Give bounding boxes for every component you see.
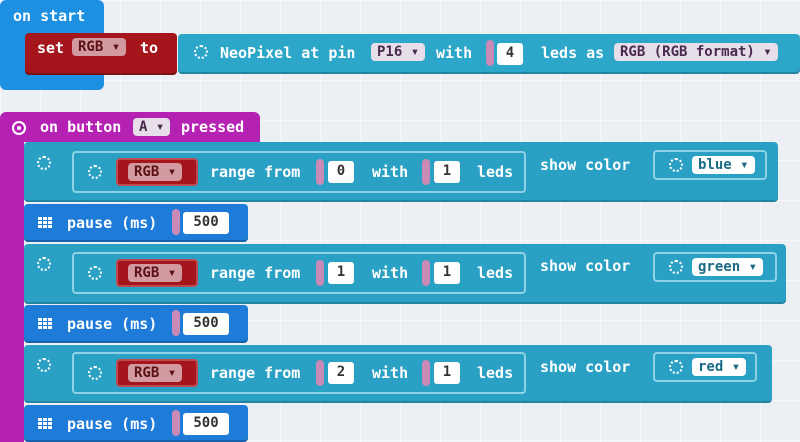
loading-spinner-icon xyxy=(37,257,51,271)
loading-spinner-icon xyxy=(88,366,102,380)
on-button-pressed-block[interactable] xyxy=(0,112,260,142)
chevron-down-icon: ▾ xyxy=(155,119,165,135)
input-notch xyxy=(172,410,180,436)
grid-icon xyxy=(38,318,52,330)
color-value: red xyxy=(698,359,724,375)
pause-label: pause (ms) xyxy=(67,415,158,433)
button-dropdown[interactable]: A ▾ xyxy=(133,118,171,136)
range-from-label: range from xyxy=(210,364,301,382)
color-dropdown[interactable]: green ▾ xyxy=(692,258,764,276)
input-notch xyxy=(172,310,180,336)
color-value: blue xyxy=(698,157,732,173)
pin-dropdown[interactable]: P16 ▾ xyxy=(371,43,426,61)
input-notch xyxy=(486,40,494,66)
pause-label: pause (ms) xyxy=(67,315,158,333)
color-value: green xyxy=(698,259,741,275)
chevron-down-icon: ▾ xyxy=(167,265,177,281)
input-notch xyxy=(316,360,324,386)
range-count-input[interactable]: 1 xyxy=(434,161,460,183)
pause-ms-input[interactable]: 500 xyxy=(183,212,229,234)
leds-label: leds xyxy=(477,364,514,382)
range-start-input[interactable]: 2 xyxy=(328,362,354,384)
input-notch xyxy=(316,260,324,286)
range-start-input[interactable]: 1 xyxy=(328,262,354,284)
chevron-down-icon: ▾ xyxy=(167,164,177,180)
range-from-label: range from xyxy=(210,163,301,181)
neopixel-label: NeoPixel at pin xyxy=(220,44,356,62)
format-dropdown[interactable]: RGB (RGB format) ▾ xyxy=(614,43,778,61)
loading-spinner-icon xyxy=(88,266,102,280)
chevron-down-icon: ▾ xyxy=(167,365,177,381)
variable-name: RGB xyxy=(134,164,160,180)
show-color-label: show color xyxy=(540,358,631,376)
input-notch xyxy=(422,260,430,286)
color-dropdown[interactable]: blue ▾ xyxy=(692,156,755,174)
format-value: RGB (RGB format) xyxy=(620,44,755,60)
chevron-down-icon: ▾ xyxy=(731,359,741,375)
variable-dropdown[interactable]: RGB ▾ xyxy=(72,38,127,56)
on-button-prefix: on button xyxy=(40,118,122,136)
pin-value: P16 xyxy=(377,44,403,60)
variable-dropdown[interactable]: RGB ▾ xyxy=(128,264,183,282)
show-color-label: show color xyxy=(540,156,631,174)
color-dropdown[interactable]: red ▾ xyxy=(692,358,747,376)
chevron-down-icon: ▾ xyxy=(748,259,758,275)
loading-spinner-icon xyxy=(88,165,102,179)
set-label: set xyxy=(37,39,65,57)
loading-spinner-icon xyxy=(669,158,683,172)
range-from-label: range from xyxy=(210,264,301,282)
variable-name: RGB xyxy=(134,265,160,281)
with-label: with xyxy=(436,44,473,62)
chevron-down-icon: ▾ xyxy=(410,44,420,60)
input-notch xyxy=(172,209,180,235)
to-label: to xyxy=(140,39,159,57)
button-event-icon xyxy=(12,121,26,135)
on-button-body xyxy=(0,140,24,442)
variable-dropdown[interactable]: RGB ▾ xyxy=(128,364,183,382)
range-count-input[interactable]: 1 xyxy=(434,362,460,384)
leds-label: leds xyxy=(477,163,514,181)
loading-spinner-icon xyxy=(669,260,683,274)
chevron-down-icon: ▾ xyxy=(740,157,749,173)
with-label: with xyxy=(372,364,409,382)
chevron-down-icon: ▾ xyxy=(763,44,772,60)
pause-ms-input[interactable]: 500 xyxy=(183,413,229,435)
leds-as-label: leds as xyxy=(541,44,605,62)
pressed-label: pressed xyxy=(181,118,245,136)
grid-icon xyxy=(38,418,52,430)
chevron-down-icon: ▾ xyxy=(111,39,121,55)
pause-ms-input[interactable]: 500 xyxy=(183,313,229,335)
range-count-input[interactable]: 1 xyxy=(434,262,460,284)
loading-spinner-icon xyxy=(669,360,683,374)
input-notch xyxy=(316,159,324,185)
loading-spinner-icon xyxy=(194,45,208,59)
variable-dropdown[interactable]: RGB ▾ xyxy=(128,163,183,181)
button-value: A xyxy=(139,119,148,135)
loading-spinner-icon xyxy=(37,156,51,170)
input-notch xyxy=(422,360,430,386)
grid-icon xyxy=(38,217,52,229)
pause-label: pause (ms) xyxy=(67,214,158,232)
variable-name: RGB xyxy=(134,365,160,381)
range-start-input[interactable]: 0 xyxy=(328,161,354,183)
on-start-label: on start xyxy=(13,7,86,25)
leds-count-input[interactable]: 4 xyxy=(497,43,523,65)
show-color-label: show color xyxy=(540,257,631,275)
with-label: with xyxy=(372,264,409,282)
variable-name: RGB xyxy=(78,39,104,55)
input-notch xyxy=(422,159,430,185)
with-label: with xyxy=(372,163,409,181)
leds-label: leds xyxy=(477,264,514,282)
loading-spinner-icon xyxy=(37,358,51,372)
